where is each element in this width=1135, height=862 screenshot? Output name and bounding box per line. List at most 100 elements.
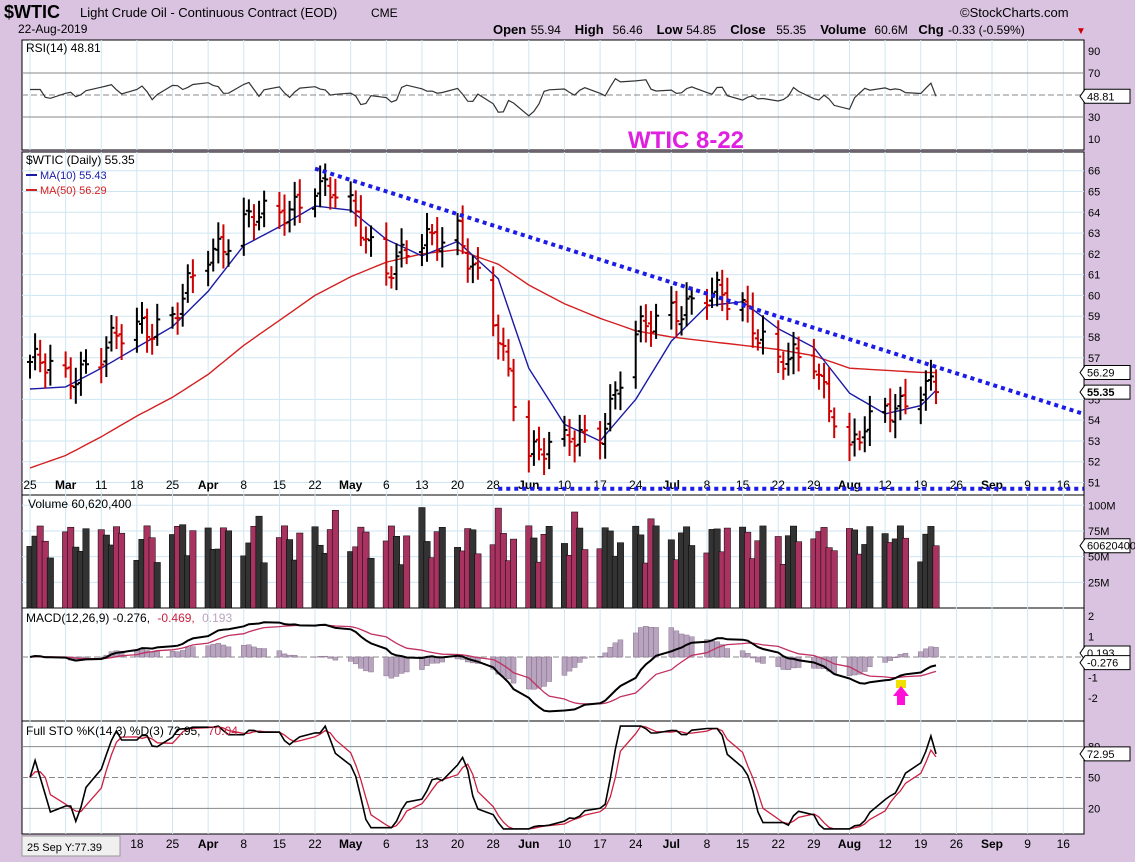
x-tick-label: 13 [415, 837, 429, 851]
volume-bar [723, 527, 731, 609]
price-bar [469, 255, 476, 284]
x-tick-label: 8 [240, 478, 247, 492]
macd-hist-bar [918, 651, 924, 658]
price-bar [424, 212, 431, 262]
x-tick-label: 26 [950, 478, 964, 492]
macd-hist-bar [582, 656, 588, 659]
macd-hist-bar [755, 656, 761, 663]
price-bar [882, 397, 889, 423]
price-bar [866, 395, 873, 447]
value-tag: -0.276 [1079, 655, 1131, 671]
sto-tick: 20 [1088, 803, 1100, 815]
price-bar [220, 224, 227, 269]
macd-hist-bar [638, 627, 644, 658]
price-tick: 54 [1088, 415, 1100, 427]
x-tick-label: 25 [23, 478, 37, 492]
y-axis-ticks: 6665646362616059585755545352519070503010… [1088, 46, 1116, 815]
macd-hist-bar [633, 632, 639, 658]
price-bar [785, 342, 792, 376]
macd-hist-bar [210, 644, 216, 658]
price-bar [179, 283, 186, 327]
price-bar [261, 190, 268, 228]
price-bar [902, 378, 909, 415]
price-tick: 51 [1088, 478, 1100, 490]
macd-hist-bar [536, 656, 542, 689]
value-tag: 55.35 [1079, 384, 1131, 400]
svg-text:56.29: 56.29 [1087, 368, 1115, 380]
volume-bar [153, 562, 161, 609]
price-bar [322, 163, 329, 196]
price-bar [826, 367, 833, 423]
x-tick-label: 28 [487, 837, 501, 851]
price-tick: 66 [1088, 166, 1100, 178]
macd-hist-bar [281, 653, 288, 658]
price-bar [510, 358, 517, 422]
brand: ©StockCharts.com [960, 5, 1069, 20]
annotation-label: WTIC 8-22 [628, 127, 744, 154]
macd-hist-bar [220, 644, 227, 658]
macd-hist-bar [154, 651, 160, 658]
price-bar [347, 181, 354, 213]
x-tick-label: 15 [273, 837, 287, 851]
price-bar [215, 222, 222, 264]
price-bar [291, 181, 298, 226]
price-bar [541, 438, 548, 476]
macd-hist-bar [561, 656, 568, 676]
price-bar [174, 302, 181, 335]
macd-hist-bar [358, 656, 364, 669]
volume-tick: 50M [1088, 552, 1109, 564]
macd-tick: 1 [1088, 632, 1094, 644]
rsi-tick: 90 [1088, 46, 1100, 58]
macd-hist-bar [256, 648, 262, 658]
price-bar [719, 269, 726, 312]
macd-hist-bar [851, 656, 858, 676]
macd-hist-bar [750, 656, 756, 659]
price-bar [276, 191, 283, 229]
price-tick: 64 [1088, 207, 1100, 219]
price-bar [759, 315, 766, 355]
price-bar [113, 316, 120, 350]
volume-bar [759, 525, 767, 609]
quote-value: -0.33 (-0.59%) [948, 23, 1025, 37]
macd-legend: MACD(12,26,9) -0.276, -0.469, 0.193 [26, 611, 232, 625]
x-tick-label: May [339, 478, 363, 492]
svg-text:72.95: 72.95 [1087, 749, 1115, 761]
x-tick-label: 25 [166, 478, 180, 492]
volume-bar [296, 532, 304, 609]
volume-bar [438, 527, 446, 609]
price-bar [327, 176, 334, 210]
price-tick: 57 [1088, 353, 1100, 365]
price-bar [688, 286, 695, 315]
svg-text:55.35: 55.35 [1087, 387, 1115, 399]
rsi-legend: RSI(14) 48.81 [26, 41, 101, 55]
macd-hist-bar [831, 656, 837, 674]
volume-bar [118, 532, 126, 609]
price-bar [495, 314, 502, 360]
macd-hist-bar [454, 656, 461, 660]
macd-hist-bar [261, 648, 267, 658]
price-bar [357, 195, 364, 247]
price-bar [77, 351, 84, 396]
macd-hist-bar [225, 646, 232, 658]
price-tick: 58 [1088, 332, 1100, 344]
price-bar [169, 306, 176, 329]
macd-hist-bar [597, 656, 603, 658]
svg-text:48.81: 48.81 [1087, 91, 1115, 103]
x-tick-label: Apr [198, 478, 219, 492]
volume-bar [260, 562, 268, 609]
svg-text:60620400: 60620400 [1087, 541, 1135, 553]
price-bar [780, 351, 787, 380]
rsi-path [30, 77, 937, 117]
x-tick-label: 18 [130, 837, 144, 851]
price-bar [678, 306, 685, 336]
price-bar [154, 303, 161, 346]
macd-tick: -1 [1088, 673, 1098, 685]
x-tick-label: Jun [518, 837, 539, 851]
x-tick-label: 18 [130, 478, 144, 492]
macd-hist-bar [276, 650, 283, 658]
macd-hist-bar [887, 656, 893, 661]
macd-hist-bar [744, 653, 751, 658]
ma50-legend: MA(50) 56.29 [40, 185, 107, 197]
